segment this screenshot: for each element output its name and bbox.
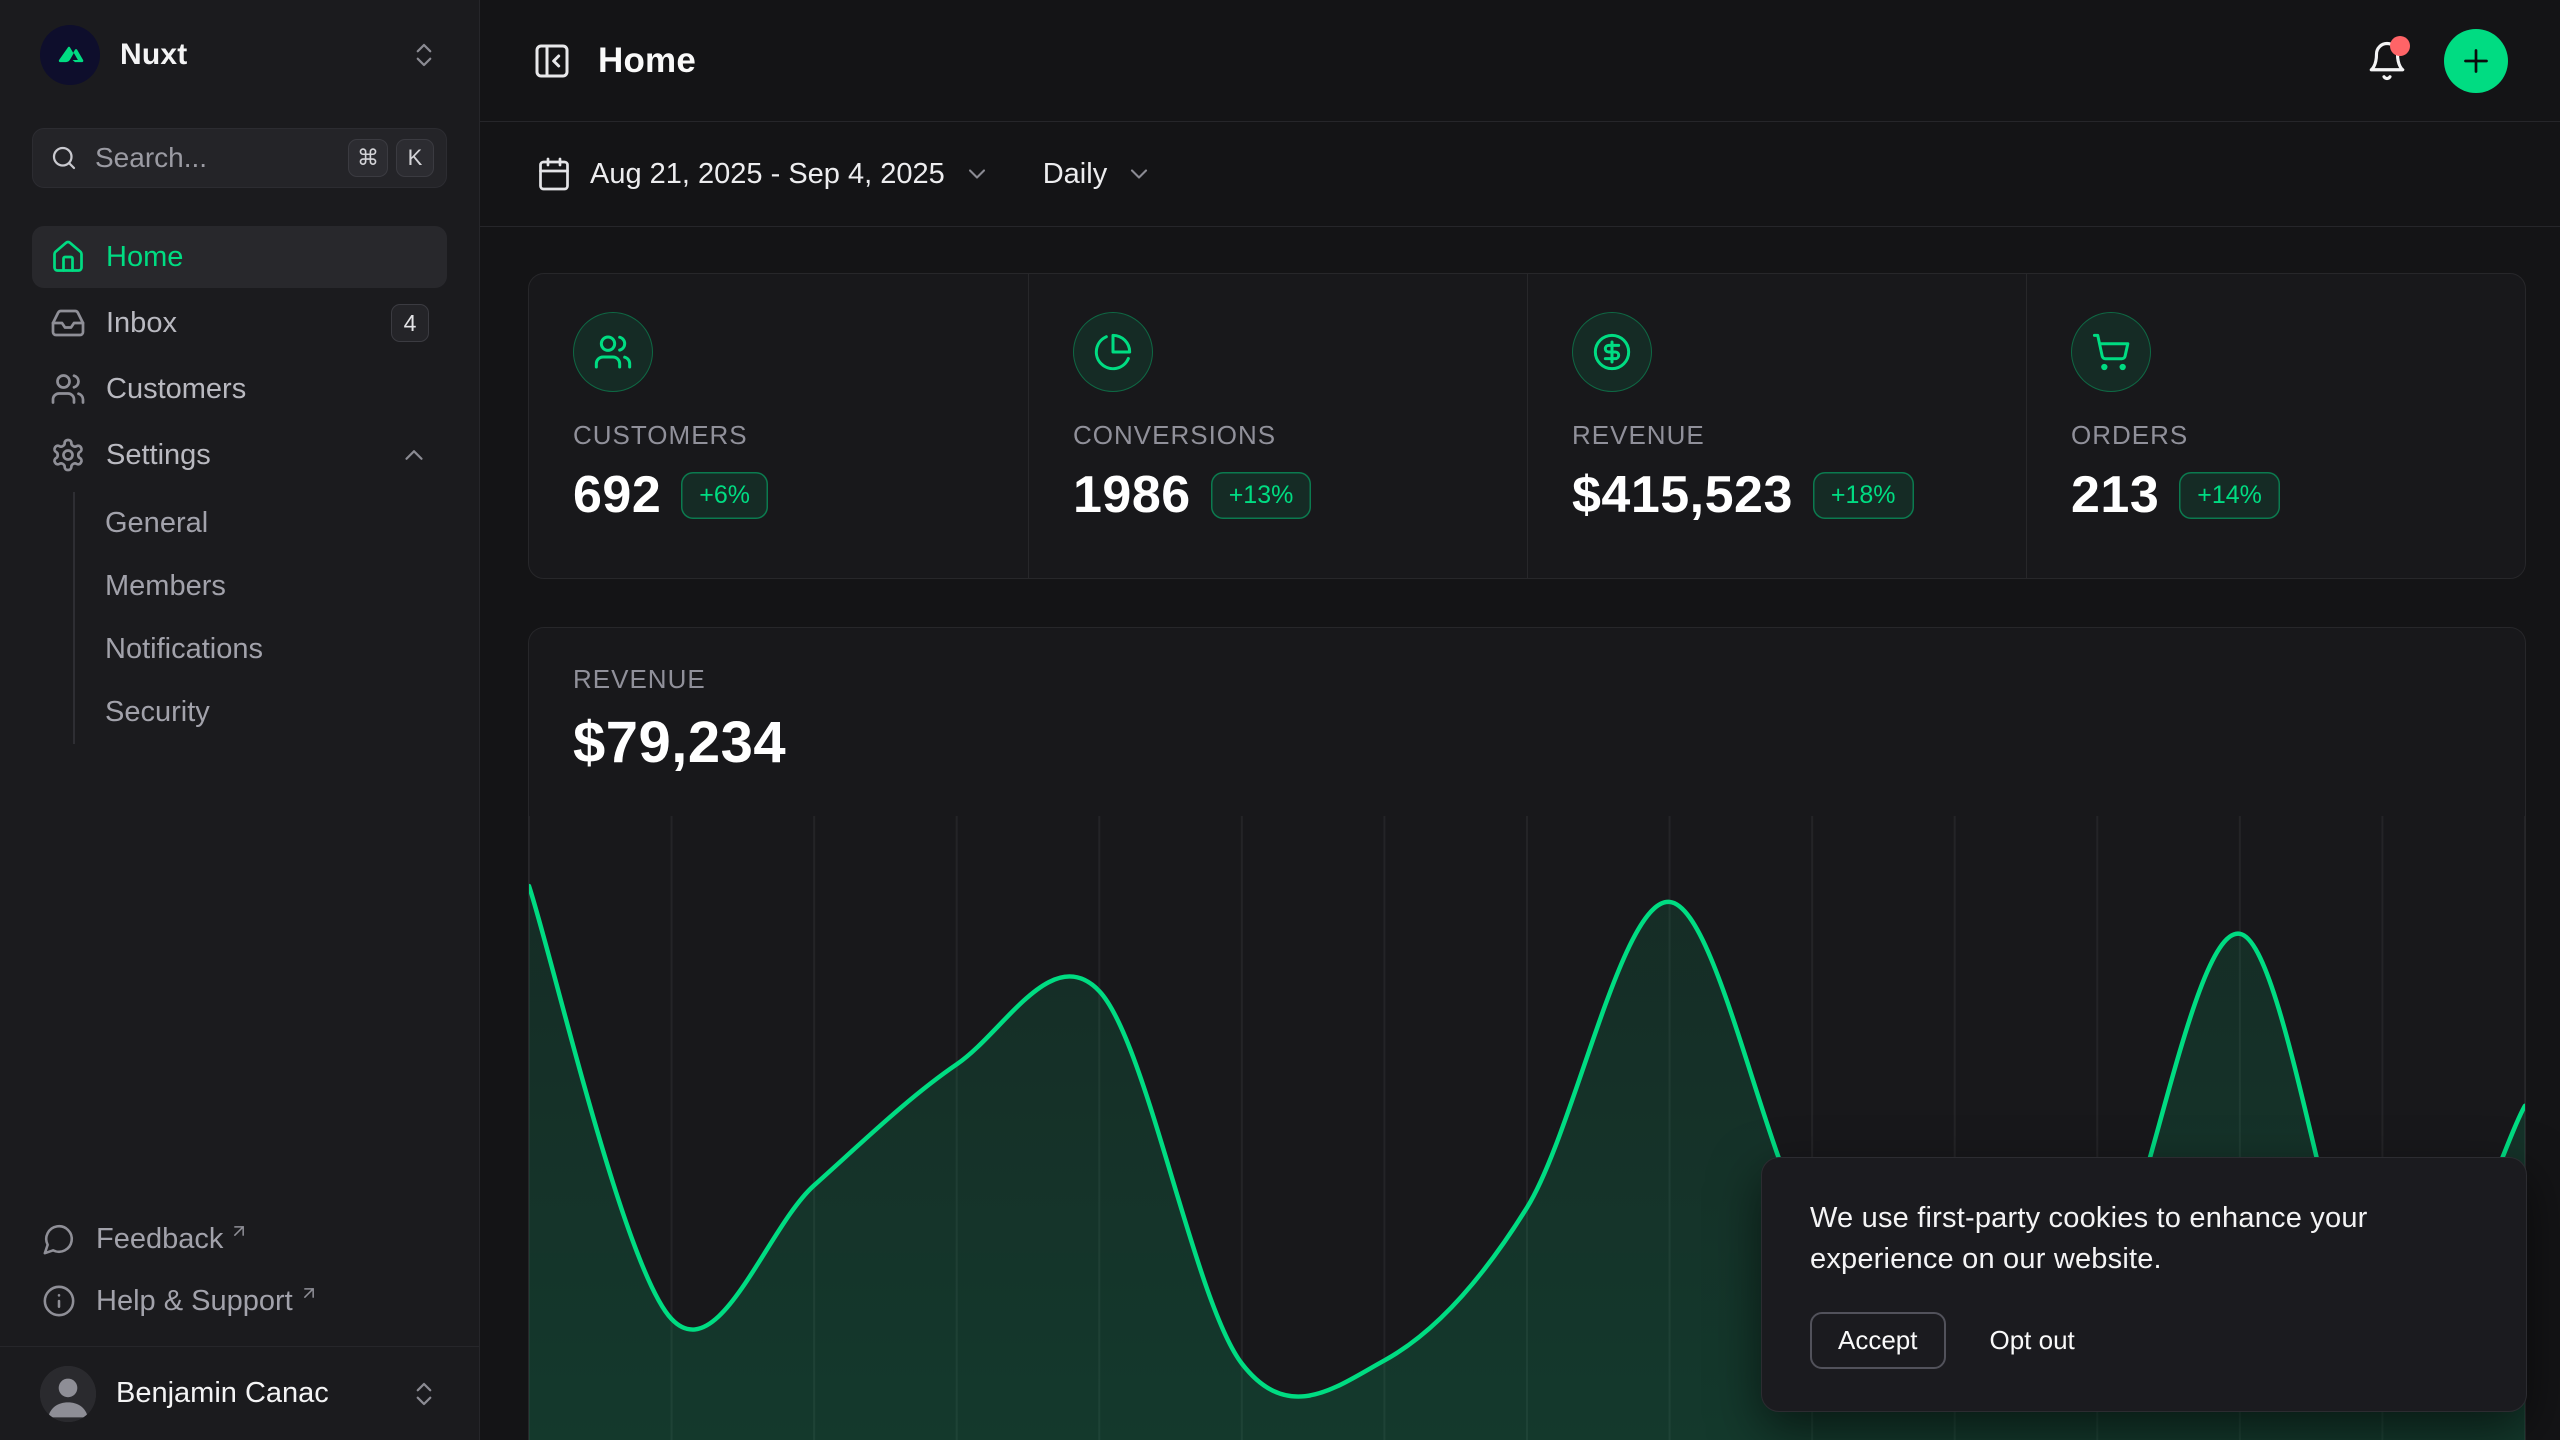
stat-delta-badge: +14%	[2179, 472, 2280, 519]
search-icon	[49, 143, 79, 173]
chevrons-up-down-icon	[409, 40, 439, 70]
sidebar: Nuxt ⌘ K Home Inb	[0, 0, 480, 1440]
home-icon	[50, 239, 86, 275]
users-icon	[50, 371, 86, 407]
chevrons-up-down-icon	[409, 1379, 439, 1409]
chevron-down-icon	[963, 160, 991, 188]
help-support-label: Help & Support	[96, 1285, 293, 1318]
calendar-icon	[536, 156, 572, 192]
settings-sub-list: General Members Notifications Security	[73, 492, 447, 744]
date-range-picker[interactable]: Aug 21, 2025 - Sep 4, 2025	[536, 156, 991, 192]
page-title: Home	[598, 41, 696, 81]
chevron-down-icon	[1125, 160, 1153, 188]
sidebar-item-settings[interactable]: Settings	[32, 424, 447, 486]
stat-delta-badge: +6%	[681, 472, 768, 519]
inbox-icon	[50, 305, 86, 341]
cookie-banner: We use first-party cookies to enhance yo…	[1761, 1157, 2527, 1412]
filters-toolbar: Aug 21, 2025 - Sep 4, 2025 Daily	[480, 122, 2560, 227]
users-icon	[573, 312, 653, 392]
stat-card-conversions: CONVERSIONS 1986 +13%	[1028, 274, 1527, 578]
avatar	[40, 1366, 96, 1422]
sidebar-item-label: Customers	[106, 373, 246, 406]
sidebar-item-customers[interactable]: Customers	[32, 358, 447, 420]
sidebar-item-home[interactable]: Home	[32, 226, 447, 288]
stat-card-orders: ORDERS 213 +14%	[2026, 274, 2525, 578]
stat-label: CONVERSIONS	[1073, 420, 1483, 451]
opt-out-button[interactable]: Opt out	[1990, 1325, 2075, 1356]
search-input[interactable]	[95, 142, 340, 174]
cookie-message: We use first-party cookies to enhance yo…	[1810, 1198, 2478, 1280]
stat-value: $415,523	[1572, 465, 1793, 525]
info-circle-icon	[42, 1284, 76, 1318]
help-support-link[interactable]: Help & Support	[32, 1272, 447, 1330]
sidebar-subitem-security[interactable]: Security	[75, 681, 447, 744]
user-name: Benjamin Canac	[116, 1377, 329, 1410]
page-header: Home	[480, 0, 2560, 122]
team-switcher[interactable]: Nuxt	[32, 18, 447, 92]
sidebar-item-label: Inbox	[106, 307, 177, 340]
external-link-icon	[229, 1221, 249, 1241]
add-button[interactable]	[2444, 29, 2508, 93]
kbd-k: K	[396, 139, 434, 177]
sidebar-subitem-members[interactable]: Members	[75, 555, 447, 618]
stat-label: REVENUE	[1572, 420, 1982, 451]
sidebar-collapse-icon[interactable]	[532, 41, 572, 81]
pie-chart-icon	[1073, 312, 1153, 392]
accept-button[interactable]: Accept	[1810, 1312, 1946, 1369]
granularity-select[interactable]: Daily	[1043, 158, 1153, 191]
inbox-count-badge: 4	[391, 304, 429, 342]
sidebar-nav: Home Inbox 4 Customers Settings	[32, 226, 447, 744]
sidebar-subitem-general[interactable]: General	[75, 492, 447, 555]
sidebar-subitem-notifications[interactable]: Notifications	[75, 618, 447, 681]
sidebar-footer-links: Feedback Help & Support	[32, 1210, 447, 1346]
stat-value: 692	[573, 465, 661, 525]
stat-value: 213	[2071, 465, 2159, 525]
stat-label: CUSTOMERS	[573, 420, 984, 451]
date-range-value: Aug 21, 2025 - Sep 4, 2025	[590, 158, 945, 191]
dollar-circle-icon	[1572, 312, 1652, 392]
gear-icon	[50, 437, 86, 473]
stats-row: CUSTOMERS 692 +6% CONVERSIONS 1986 +13%	[528, 273, 2526, 579]
chevron-up-icon	[399, 440, 429, 470]
sidebar-item-label: Home	[106, 241, 183, 274]
stat-card-customers: CUSTOMERS 692 +6%	[529, 274, 1028, 578]
stat-card-revenue: REVENUE $415,523 +18%	[1527, 274, 2026, 578]
search-bar[interactable]: ⌘ K	[32, 128, 447, 188]
stat-delta-badge: +13%	[1211, 472, 1312, 519]
stat-label: ORDERS	[2071, 420, 2481, 451]
feedback-link[interactable]: Feedback	[32, 1210, 447, 1268]
team-name: Nuxt	[120, 38, 187, 72]
kbd-cmd: ⌘	[348, 139, 388, 177]
revenue-card-label: REVENUE	[573, 664, 2481, 695]
notifications-button[interactable]	[2366, 40, 2408, 82]
external-link-icon	[299, 1283, 319, 1303]
revenue-card-value: $79,234	[573, 709, 2481, 776]
granularity-value: Daily	[1043, 158, 1107, 191]
nuxt-logo-icon	[40, 25, 100, 85]
stat-delta-badge: +18%	[1813, 472, 1914, 519]
stat-value: 1986	[1073, 465, 1191, 525]
user-menu[interactable]: Benjamin Canac	[0, 1346, 479, 1440]
sidebar-item-inbox[interactable]: Inbox 4	[32, 292, 447, 354]
message-circle-icon	[42, 1222, 76, 1256]
sidebar-item-label: Settings	[106, 439, 211, 472]
notification-dot	[2390, 36, 2410, 56]
shopping-cart-icon	[2071, 312, 2151, 392]
feedback-label: Feedback	[96, 1223, 223, 1256]
